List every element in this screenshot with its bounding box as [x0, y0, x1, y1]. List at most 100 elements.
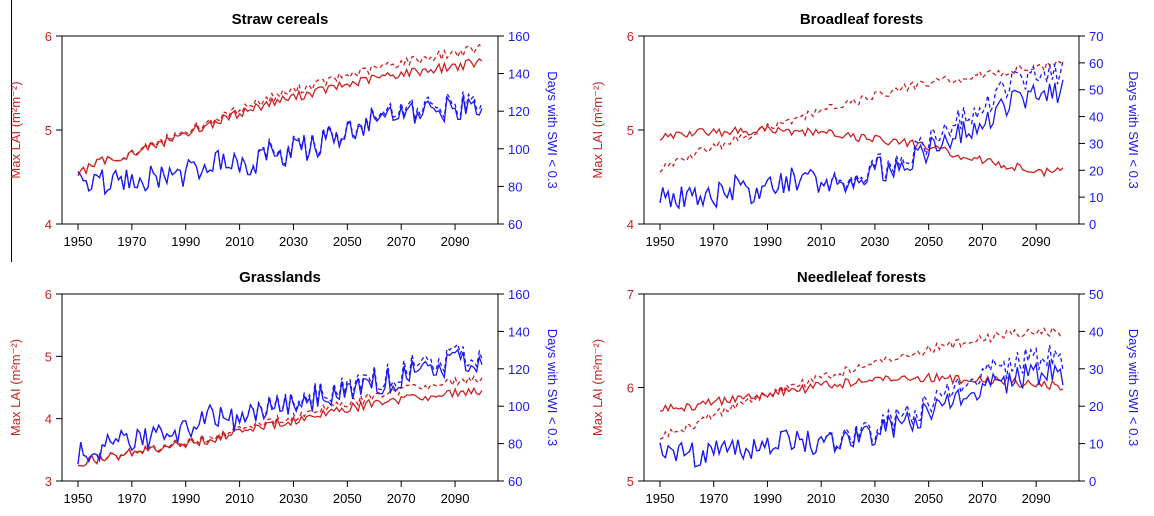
plot-frame [61, 293, 499, 482]
x-tick-label: 2030 [279, 234, 308, 249]
y-right-tick-label: 40 [1089, 324, 1103, 339]
y-right-axis-label: Days with SWI < 0.3 [545, 329, 560, 446]
x-tick-label: 2090 [1022, 491, 1051, 506]
y-right-tick-label: 80 [508, 179, 522, 194]
y-right-axis-label: Days with SWI < 0.3 [545, 71, 560, 188]
y-right-tick-label: 50 [1089, 83, 1103, 98]
y-right-tick-label: 140 [508, 324, 530, 339]
x-tick-label: 2050 [333, 491, 362, 506]
y-right-tick-label: 20 [1089, 163, 1103, 178]
y-left-tick-label: 6 [45, 287, 52, 302]
swi-series-solid-line [77, 95, 483, 196]
y-left-axis-label: Max LAI (m²m⁻²) [8, 81, 23, 178]
y-left-tick-label: 6 [627, 381, 634, 396]
x-tick-label: 2010 [807, 491, 836, 506]
x-tick-label: 2070 [387, 491, 416, 506]
y-left-tick-label: 4 [627, 217, 634, 232]
x-tick-label: 2030 [279, 491, 308, 506]
x-tick-label: 2010 [225, 234, 254, 249]
swi-series-solid-line [659, 360, 1064, 468]
x-tick-label: 1970 [117, 234, 146, 249]
y-left-axis-label: Max LAI (m²m⁻²) [590, 339, 605, 436]
y-right-tick-label: 120 [508, 104, 530, 119]
y-right-tick-label: 60 [508, 474, 522, 489]
y-right-tick-label: 30 [1089, 362, 1103, 377]
x-tick-label: 2070 [968, 491, 997, 506]
lai-series-dashed-line [659, 326, 1064, 440]
swi-series-dashed-line [659, 60, 1064, 210]
swi-series-dashed-line [659, 345, 1064, 468]
lai-series-solid-line [77, 386, 483, 467]
y-right-tick-label: 120 [508, 362, 530, 377]
y-left-tick-label: 6 [45, 29, 52, 44]
lai-series-solid-line [659, 124, 1064, 178]
lai-series-solid-line [659, 371, 1064, 413]
y-right-axis-label: Days with SWI < 0.3 [1126, 329, 1141, 446]
x-tick-label: 1950 [646, 491, 675, 506]
y-right-tick-label: 100 [508, 399, 530, 414]
x-tick-label: 2030 [860, 234, 889, 249]
y-left-tick-label: 6 [627, 29, 634, 44]
separator-line [11, 0, 12, 262]
y-right-tick-label: 10 [1089, 437, 1103, 452]
x-tick-label: 1970 [699, 234, 728, 249]
x-tick-label: 2090 [441, 491, 470, 506]
chart-panel-3: Grasslands 1950 1970 1990 2010 2030 2050 2070 20… [8, 269, 560, 506]
x-tick-label: 2050 [914, 491, 943, 506]
y-left-axis-label: Max LAI (m²m⁻²) [8, 339, 23, 436]
y-right-tick-label: 0 [1089, 474, 1096, 489]
chart-title: Needleleaf forests [797, 269, 926, 286]
x-tick-label: 2090 [441, 234, 470, 249]
y-left-axis-label: Max LAI (m²m⁻²) [590, 81, 605, 178]
y-left-tick-label: 5 [627, 123, 634, 138]
x-tick-label: 2010 [807, 234, 836, 249]
y-left-tick-label: 3 [45, 474, 52, 489]
y-right-tick-label: 40 [1089, 110, 1103, 125]
y-left-tick-label: 7 [627, 287, 634, 302]
lai-series-dashed-line [77, 43, 483, 176]
y-right-tick-label: 0 [1089, 217, 1096, 232]
chart-title: Straw cereals [232, 11, 329, 28]
x-tick-label: 2030 [860, 491, 889, 506]
plot-frame [61, 35, 499, 225]
y-left-tick-label: 5 [627, 474, 634, 489]
y-right-tick-label: 160 [508, 29, 530, 44]
x-tick-label: 1990 [171, 234, 200, 249]
y-left-tick-label: 5 [45, 349, 52, 364]
lai-series-solid-line [77, 57, 483, 176]
x-tick-label: 2050 [333, 234, 362, 249]
y-right-tick-label: 60 [508, 217, 522, 232]
y-right-tick-label: 160 [508, 287, 530, 302]
x-tick-label: 1950 [646, 234, 675, 249]
y-right-tick-label: 140 [508, 67, 530, 82]
y-right-axis-label: Days with SWI < 0.3 [1126, 71, 1141, 188]
y-right-tick-label: 70 [1089, 29, 1103, 44]
x-tick-label: 1950 [64, 491, 93, 506]
y-right-tick-label: 80 [508, 437, 522, 452]
x-tick-label: 1990 [753, 234, 782, 249]
x-tick-label: 1970 [117, 491, 146, 506]
swi-series-dashed-line [77, 91, 483, 196]
swi-series-solid-line [659, 79, 1064, 210]
y-left-tick-label: 4 [45, 412, 52, 427]
x-tick-label: 2070 [968, 234, 997, 249]
x-tick-label: 2010 [225, 491, 254, 506]
y-right-tick-label: 10 [1089, 190, 1103, 205]
chart-title: Grasslands [239, 269, 321, 286]
x-tick-label: 2070 [387, 234, 416, 249]
x-tick-label: 2050 [914, 234, 943, 249]
y-right-tick-label: 60 [1089, 56, 1103, 71]
plot-frame [643, 293, 1080, 482]
x-tick-label: 2090 [1022, 234, 1051, 249]
x-tick-label: 1950 [64, 234, 93, 249]
y-right-tick-label: 30 [1089, 136, 1103, 151]
y-right-tick-label: 20 [1089, 399, 1103, 414]
y-right-tick-label: 100 [508, 142, 530, 157]
swi-series-dashed-line [77, 342, 483, 465]
x-tick-label: 1990 [171, 491, 200, 506]
y-right-tick-label: 50 [1089, 287, 1103, 302]
y-left-tick-label: 5 [45, 123, 52, 138]
